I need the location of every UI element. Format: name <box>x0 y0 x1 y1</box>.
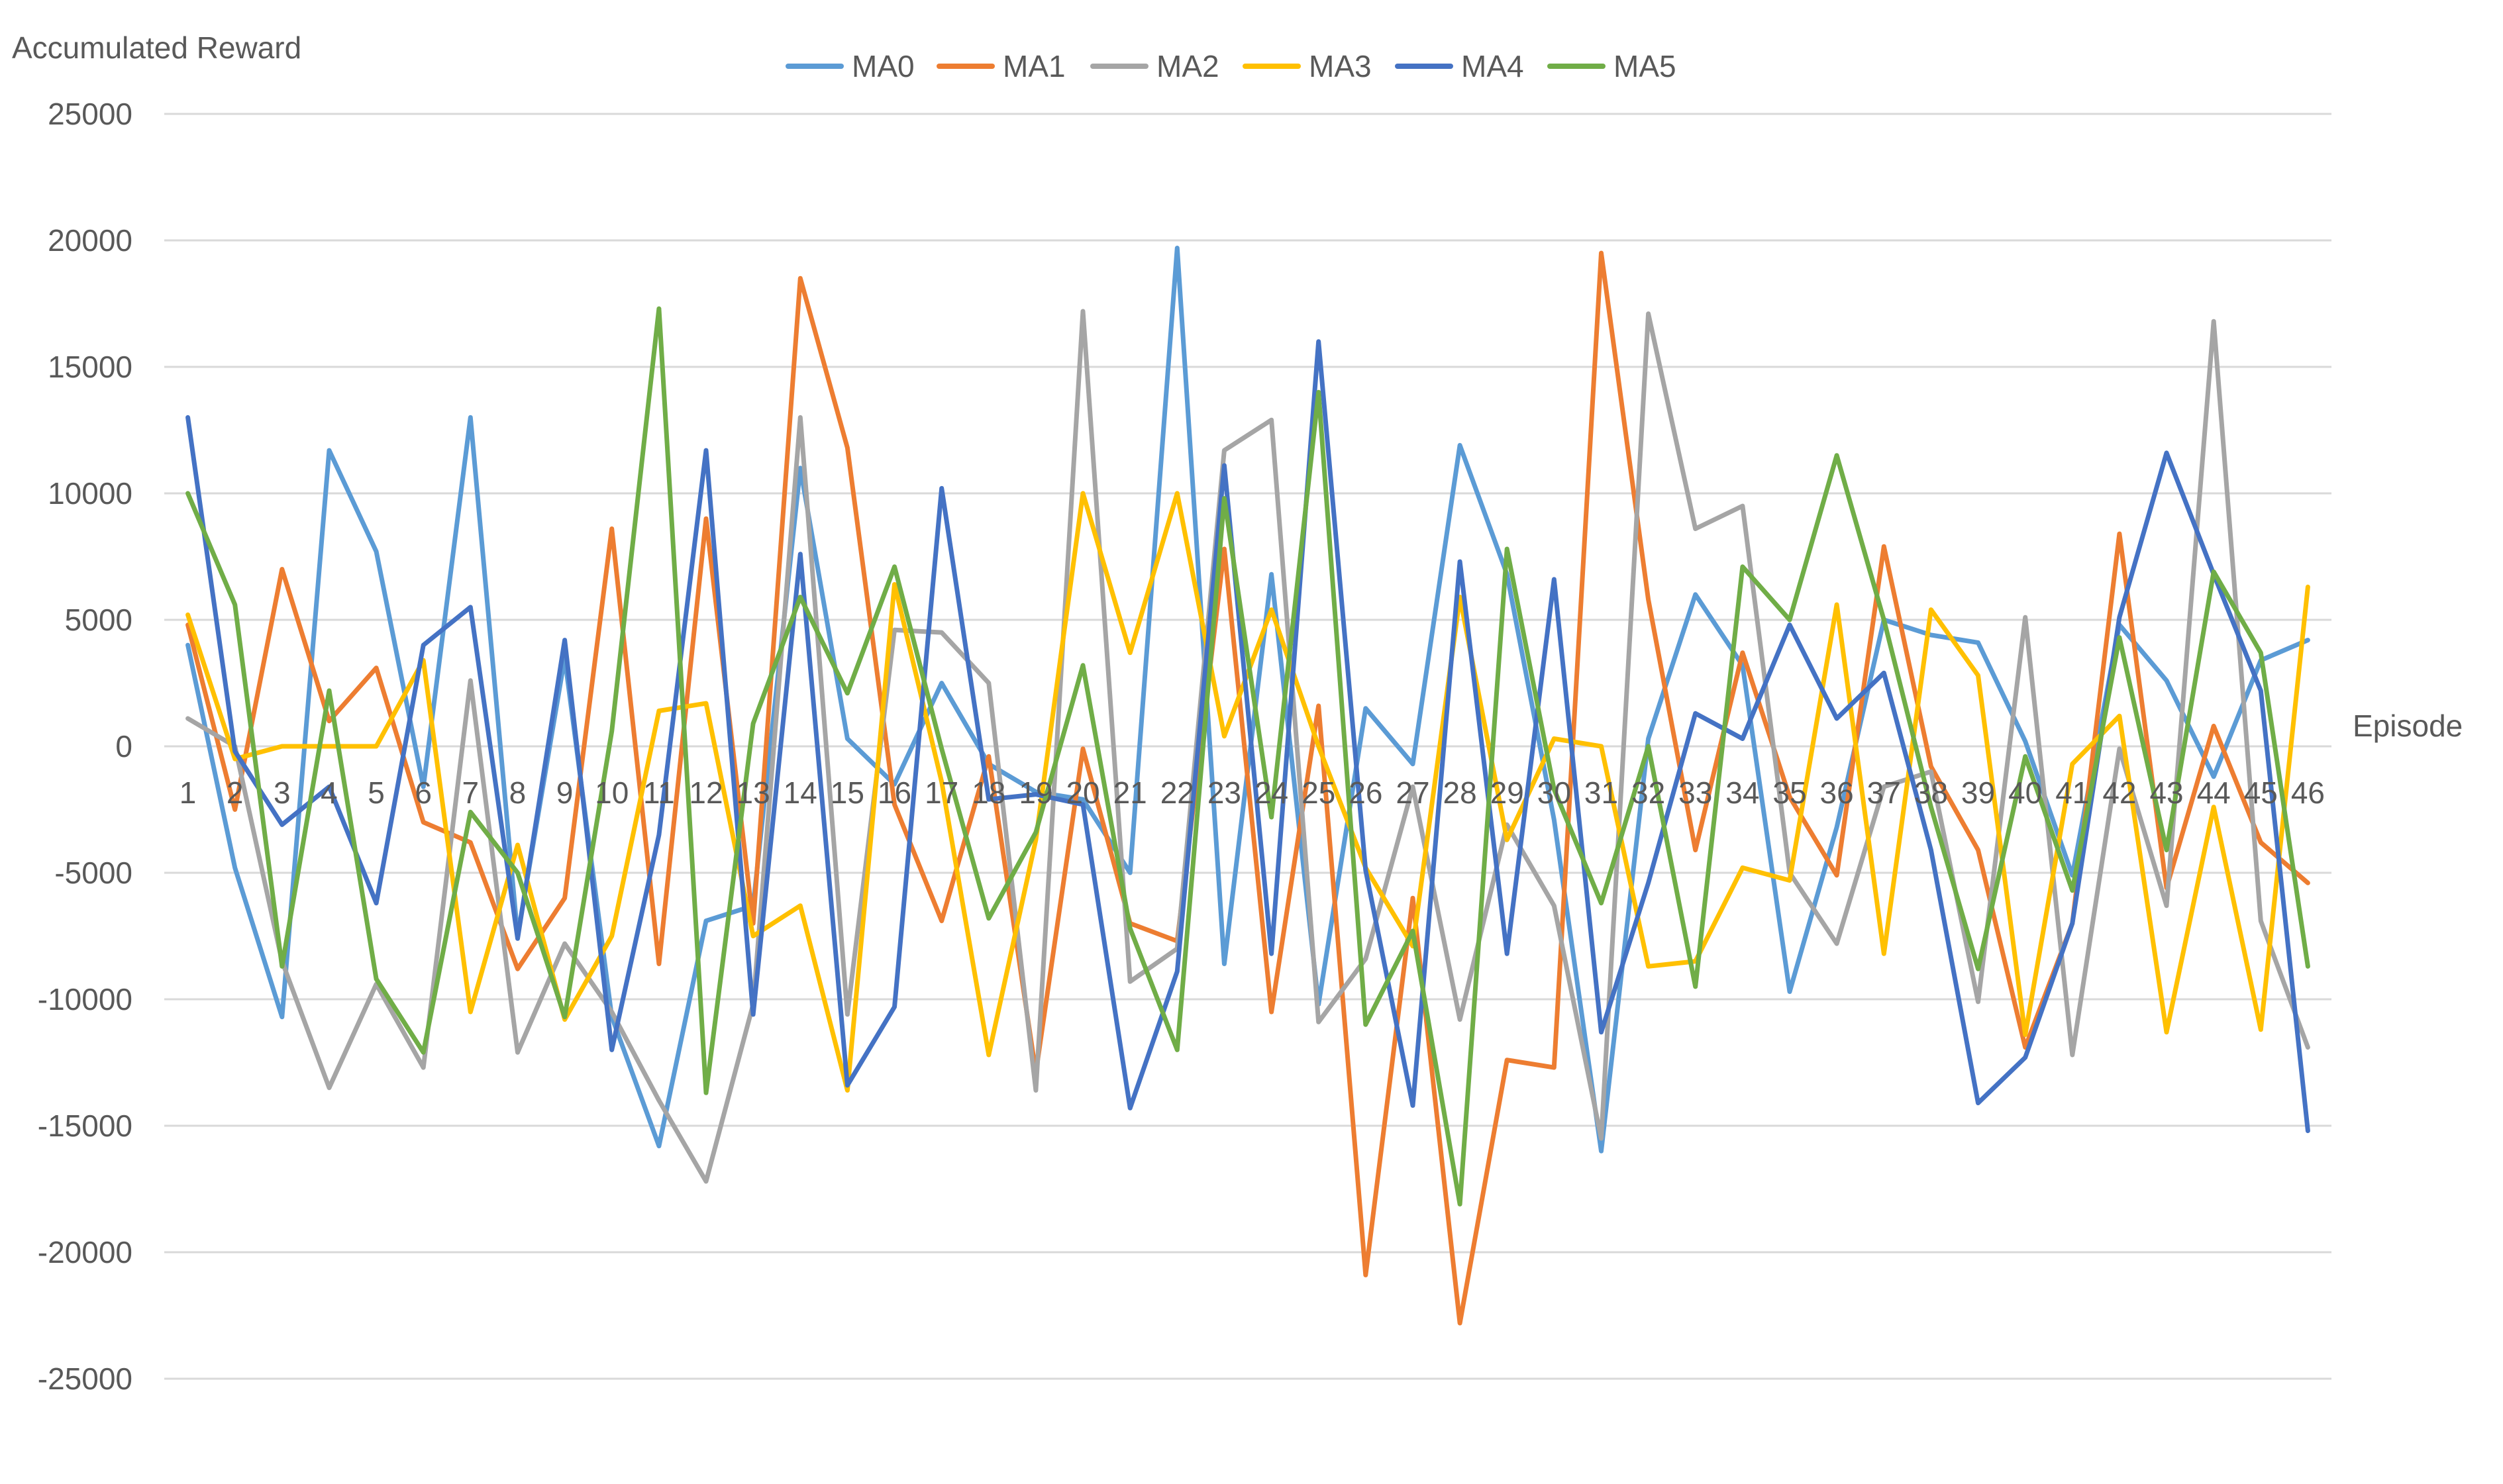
series-line-ma4 <box>185 339 2310 1134</box>
x-tick-label: 34 <box>1725 775 1759 810</box>
x-tick-label: 36 <box>1820 775 1854 810</box>
x-tick-label: 31 <box>1584 775 1618 810</box>
legend-label-ma0: MA0 <box>852 49 915 83</box>
y-tick-label: -5000 <box>54 856 132 890</box>
x-tick-label: 10 <box>595 775 629 810</box>
y-tick-label: 25000 <box>48 97 132 131</box>
x-tick-labels: 1 2 3 4 5 6 7 8 9 10 11 12 13 14 15 16 17 18 19 20 21 22 23 24 2… <box>179 775 2325 810</box>
x-tick-label: 40 <box>2008 775 2042 810</box>
x-tick-label: 17 <box>925 775 958 810</box>
x-tick-label: 12 <box>689 775 723 810</box>
x-tick-label: 15 <box>831 775 864 810</box>
x-tick-label: 29 <box>1490 775 1524 810</box>
y-tick-label: 15000 <box>48 350 132 384</box>
y-tick-label: 20000 <box>48 223 132 258</box>
x-tick-label: 39 <box>1961 775 1995 810</box>
x-tick-label: 9 <box>556 775 574 810</box>
legend: MA0 MA1 MA2 MA3 MA4 MA5 <box>786 49 1676 83</box>
y-tick-labels: 25000 20000 15000 10000 5000 0 -5000 -10000 -150… <box>38 97 132 1396</box>
x-tick-label: 25 <box>1302 775 1335 810</box>
x-tick-label: 26 <box>1349 775 1382 810</box>
legend-label-ma1: MA1 <box>1003 49 1066 83</box>
x-tick-label: 22 <box>1160 775 1194 810</box>
y-tick-label: -25000 <box>38 1361 132 1396</box>
x-tick-label: 18 <box>972 775 1005 810</box>
y-axis-title: Accumulated Reward <box>12 30 301 65</box>
x-tick-label: 16 <box>878 775 911 810</box>
x-tick-label: 11 <box>643 775 675 810</box>
x-tick-label: 42 <box>2102 775 2136 810</box>
y-tick-label: -15000 <box>38 1109 132 1143</box>
series-lines <box>185 246 2310 1326</box>
x-tick-label: 8 <box>509 775 527 810</box>
x-tick-label: 19 <box>1019 775 1052 810</box>
x-tick-label: 43 <box>2149 775 2183 810</box>
x-tick-label: 44 <box>2197 775 2231 810</box>
x-tick-label: 20 <box>1066 775 1099 810</box>
x-tick-label: 27 <box>1396 775 1429 810</box>
x-tick-label: 14 <box>784 775 817 810</box>
x-tick-label: 28 <box>1443 775 1477 810</box>
legend-label-ma5: MA5 <box>1613 49 1676 83</box>
x-tick-label: 32 <box>1631 775 1665 810</box>
x-tick-label: 13 <box>737 775 770 810</box>
y-tick-label: -10000 <box>38 982 132 1016</box>
x-tick-label: 6 <box>415 775 432 810</box>
x-tick-label: 21 <box>1113 775 1147 810</box>
x-axis-title: Episode <box>2353 709 2463 743</box>
y-tick-label: 0 <box>115 729 132 764</box>
x-tick-label: 41 <box>2055 775 2089 810</box>
x-tick-label: 46 <box>2291 775 2325 810</box>
x-tick-label: 45 <box>2244 775 2278 810</box>
x-tick-label: 2 <box>227 775 244 810</box>
x-tick-label: 35 <box>1772 775 1806 810</box>
x-tick-label: 3 <box>274 775 291 810</box>
y-tick-label: 5000 <box>65 603 132 637</box>
y-tick-label: -20000 <box>38 1235 132 1269</box>
x-tick-label: 5 <box>368 775 385 810</box>
legend-label-ma3: MA3 <box>1309 49 1372 83</box>
x-tick-label: 33 <box>1678 775 1712 810</box>
x-tick-label: 37 <box>1867 775 1901 810</box>
x-tick-label: 23 <box>1207 775 1241 810</box>
x-tick-label: 1 <box>179 775 197 810</box>
x-tick-label: 24 <box>1254 775 1288 810</box>
x-tick-label: 38 <box>1914 775 1948 810</box>
x-tick-label: 30 <box>1537 775 1571 810</box>
series-line-ma5 <box>185 306 2310 1207</box>
legend-label-ma4: MA4 <box>1461 49 1524 83</box>
gridlines <box>164 113 2331 1380</box>
x-tick-label: 4 <box>321 775 338 810</box>
legend-label-ma2: MA2 <box>1156 49 1219 83</box>
y-tick-label: 10000 <box>48 476 132 511</box>
x-tick-label: 7 <box>462 775 480 810</box>
